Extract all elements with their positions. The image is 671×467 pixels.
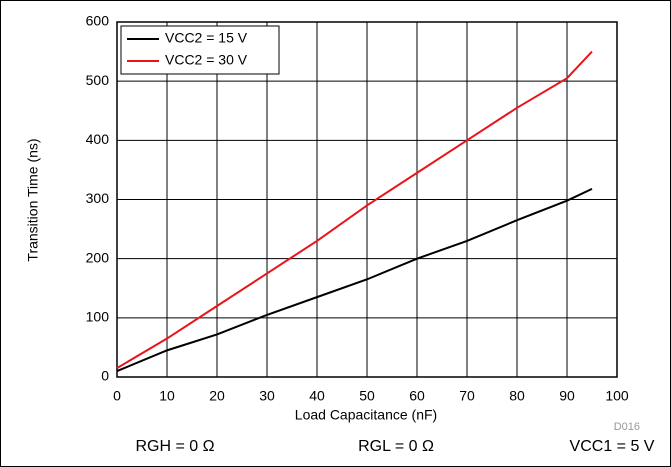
series-line <box>116 50 593 369</box>
x-tick-label: 20 <box>209 388 225 404</box>
x-tick-label: 100 <box>605 388 629 404</box>
x-tick-label: 50 <box>359 388 375 404</box>
series-line <box>116 187 593 373</box>
legend-box <box>120 25 280 75</box>
annotation: VCC1 = 5 V <box>570 438 655 455</box>
x-tick-label: 90 <box>559 388 575 404</box>
x-axis-label: Load Capacitance (nF) <box>295 407 437 423</box>
y-tick-label: 600 <box>86 13 110 29</box>
annotation: RGL = 0 Ω <box>358 438 434 455</box>
x-tick-label: 10 <box>159 388 175 404</box>
legend-label: VCC2 = 30 V <box>165 52 248 68</box>
x-tick-label: 60 <box>409 388 425 404</box>
y-tick-label: 400 <box>86 131 110 147</box>
x-tick-label: 70 <box>459 388 475 404</box>
y-tick-label: 300 <box>86 190 110 206</box>
x-tick-label: 80 <box>509 388 525 404</box>
plot-border <box>116 21 618 378</box>
legend-label: VCC2 = 15 V <box>165 30 248 46</box>
y-axis-label: Transition Time (ns) <box>25 138 41 261</box>
annotation: RGH = 0 Ω <box>135 438 214 455</box>
y-tick-label: 500 <box>86 72 110 88</box>
x-tick-label: 0 <box>113 388 121 404</box>
annotation: D016 <box>614 421 640 433</box>
x-tick-label: 40 <box>309 388 325 404</box>
x-tick-label: 30 <box>259 388 275 404</box>
y-tick-label: 0 <box>101 368 109 384</box>
y-tick-label: 100 <box>86 309 110 325</box>
y-tick-label: 200 <box>86 249 110 265</box>
